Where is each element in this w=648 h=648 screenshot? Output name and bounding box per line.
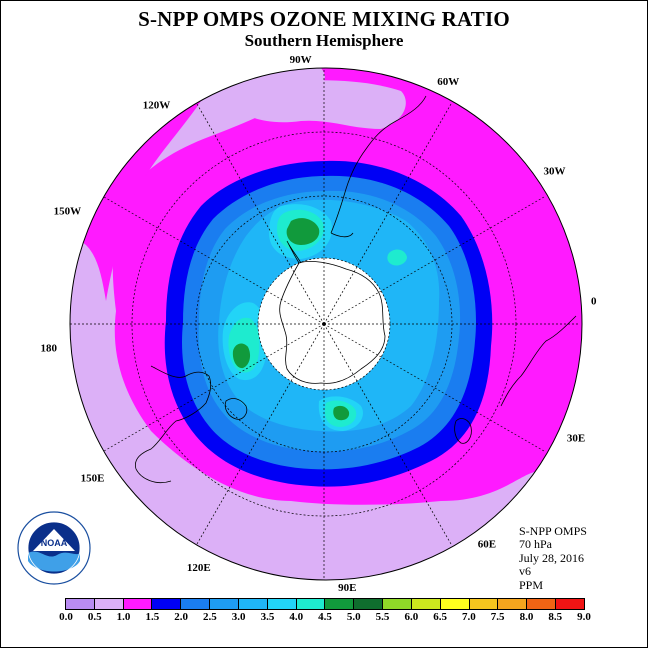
australia-coastline xyxy=(134,365,212,484)
longitude-label: 90W xyxy=(290,54,312,66)
colorbar-tick-label: 4.0 xyxy=(289,611,304,623)
colorbar-tick-label: 3.5 xyxy=(260,611,275,623)
colorbar-tick-label: 7.5 xyxy=(490,611,505,623)
colorbar-tick-label: 5.5 xyxy=(375,611,390,623)
observation-date: July 28, 2016 xyxy=(519,550,585,565)
colorbar-segment xyxy=(469,599,499,609)
page-title: S-NPP OMPS OZONE MIXING RATIO xyxy=(138,7,510,31)
units-label: PPM xyxy=(519,577,544,592)
longitude-label: 30W xyxy=(544,165,566,177)
ozone-band-4.5-south xyxy=(333,405,350,421)
colorbar-tick-label: 0.0 xyxy=(59,611,73,623)
colorbar-tick-label: 6.5 xyxy=(433,611,447,623)
meridian-line xyxy=(195,323,325,546)
colorbar-segment xyxy=(152,599,182,609)
colorbar-tick-label: 5.0 xyxy=(346,611,361,623)
instrument-label: S-NPP OMPS xyxy=(519,524,587,538)
colorbar-segment xyxy=(267,599,297,609)
colorbar-segment xyxy=(238,599,268,609)
ozone-band-1.0-inner xyxy=(241,80,406,129)
colorbar-tick-label: 0.5 xyxy=(87,611,102,623)
madagascar-coastline xyxy=(454,418,472,444)
longitude-label: 0 xyxy=(591,296,597,308)
pressure-level: 70 hPa xyxy=(519,537,552,552)
coastlines xyxy=(134,95,577,484)
ozone-band-3.5-east xyxy=(387,249,407,266)
longitude-label: 180 xyxy=(41,342,58,354)
antarctic-peninsula xyxy=(286,240,302,264)
noaa-logo-icon: NOAA xyxy=(17,511,91,585)
colorbar-segment xyxy=(123,599,153,609)
metadata-panel: S-NPP OMPS 70 hPa July 28, 2016 v6 PPM xyxy=(519,524,587,592)
colorbar-segment xyxy=(411,599,441,609)
map-boundary xyxy=(69,67,583,581)
ozone-band-1.0-lobe xyxy=(81,101,201,301)
colorbar-segment xyxy=(94,599,124,609)
south-america-coastline xyxy=(330,95,427,238)
latitude-circle xyxy=(195,195,453,453)
longitude-label: 120E xyxy=(187,562,211,574)
colorbar-tick-label: 9.0 xyxy=(577,611,591,623)
ozone-band-4.5-west xyxy=(232,343,251,369)
colorbar-tick-label: 7.0 xyxy=(462,611,476,623)
africa-coastline xyxy=(500,315,577,407)
longitude-label: 150E xyxy=(81,473,105,485)
meridian-line xyxy=(102,323,325,453)
colorbar xyxy=(65,598,585,610)
latitude-circle xyxy=(131,131,517,517)
latitude-circle xyxy=(257,257,391,391)
meridian-line xyxy=(323,323,546,453)
graticule xyxy=(70,68,580,580)
page-subtitle: Southern Hemisphere xyxy=(244,31,404,50)
longitude-labels: 90W 60W 30W 0 30E 60E 90E 120E 150E 180 150W 120W xyxy=(41,54,597,594)
longitude-label: 60E xyxy=(478,539,496,551)
antarctica-coastline xyxy=(279,261,386,384)
colorbar-tick-label: 1.0 xyxy=(116,611,131,623)
version-label: v6 xyxy=(519,564,531,579)
colorbar-segment xyxy=(66,599,95,609)
colorbar-segment xyxy=(296,599,326,609)
colorbar-tick-label: 2.0 xyxy=(174,611,188,623)
colorbar-tick-label: 8.0 xyxy=(519,611,534,623)
colorbar-segment xyxy=(325,599,355,609)
colorbar-segment xyxy=(383,599,412,609)
colorbar-tick-labels: 0.0 0.5 1.0 1.5 2.0 2.5 3.0 3.5 4.0 4.5 5.0 5.5 6.0 6… xyxy=(59,611,591,625)
longitude-label: 90E xyxy=(338,582,356,594)
svg-text:NOAA: NOAA xyxy=(41,538,68,548)
ozone-band-4.5 xyxy=(286,218,320,245)
meridian-line xyxy=(195,102,325,325)
longitude-label: 120W xyxy=(143,99,171,111)
colorbar-tick-label: 3.0 xyxy=(231,611,246,623)
colorbar-tick-label: 2.5 xyxy=(203,611,217,623)
colorbar-tick-label: 6.0 xyxy=(404,611,419,623)
colorbar-tick-label: 8.5 xyxy=(548,611,563,623)
new-zealand-coastline xyxy=(224,398,248,420)
colorbar-segment xyxy=(181,599,211,609)
colorbar-segment xyxy=(556,599,584,609)
longitude-label: 30E xyxy=(567,432,585,444)
colorbar-segment xyxy=(440,599,470,609)
south-pole-marker xyxy=(322,322,326,326)
colorbar-segment xyxy=(210,599,239,609)
colorbar-segment xyxy=(354,599,384,609)
colorbar-segment xyxy=(527,599,557,609)
colorbar-tick-label: 1.5 xyxy=(145,611,160,623)
longitude-label: 150W xyxy=(54,206,82,218)
longitude-label: 60W xyxy=(437,76,459,88)
colorbar-segment xyxy=(498,599,528,609)
colorbar-tick-label: 4.5 xyxy=(318,611,332,623)
